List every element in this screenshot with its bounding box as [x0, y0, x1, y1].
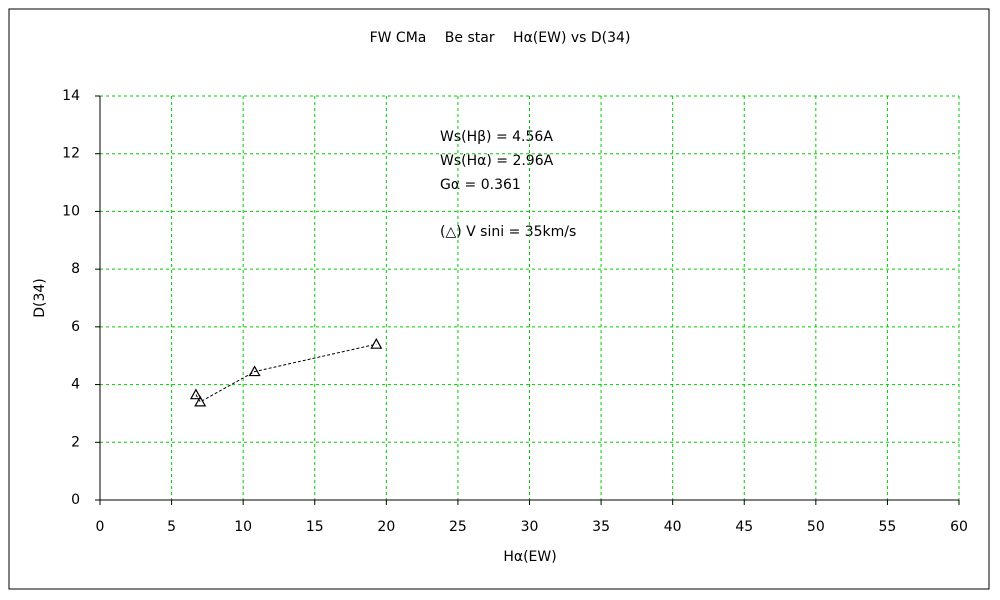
marker: [194, 395, 207, 407]
annotation: Ws(Hβ) = 4.56A: [440, 129, 553, 145]
y-tick-label: 4: [71, 377, 80, 393]
x-tick-label: 35: [592, 519, 610, 535]
x-tick-label: 15: [306, 519, 324, 535]
x-tick-label: 40: [664, 519, 682, 535]
y-tick-label: 8: [71, 261, 80, 277]
marker: [189, 388, 202, 400]
x-tick-label: 25: [449, 519, 467, 535]
x-tick-label: 0: [96, 519, 105, 535]
chart-title: FW CMa Be star Hα(EW) vs D(34): [370, 30, 631, 46]
y-tick-label: 0: [71, 492, 80, 508]
x-tick-label: 55: [879, 519, 897, 535]
x-tick-label: 30: [521, 519, 539, 535]
x-tick-label: 5: [167, 519, 176, 535]
annotation: Ws(Hα) = 2.96A: [440, 153, 554, 169]
y-tick-label: 12: [62, 146, 80, 162]
y-tick-label: 14: [62, 88, 80, 104]
y-tick-label: 6: [71, 319, 80, 335]
x-tick-label: 20: [377, 519, 395, 535]
x-tick-label: 50: [807, 519, 825, 535]
marker: [248, 365, 261, 377]
annotation: Gα = 0.361: [440, 177, 521, 193]
frame: [8, 8, 990, 590]
x-tick-label: 45: [735, 519, 753, 535]
y-axis-label: D(34): [32, 278, 48, 318]
marker: [370, 337, 383, 349]
y-tick-label: 2: [71, 434, 80, 450]
x-tick-label: 60: [950, 519, 968, 535]
y-tick-label: 10: [62, 203, 80, 219]
x-tick-label: 10: [234, 519, 252, 535]
x-axis-label: Hα(EW): [503, 549, 556, 565]
annotation: (△) V sini = 35km/s: [440, 224, 576, 240]
